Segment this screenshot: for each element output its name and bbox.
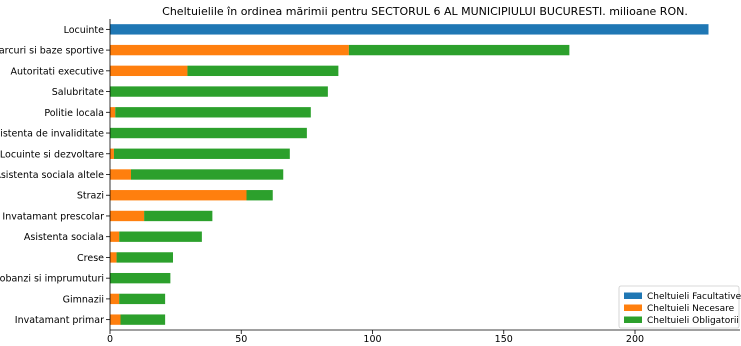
x-tick-label: 100 [363, 334, 381, 342]
bar-2-10 [110, 210, 145, 222]
bar-2-2 [110, 44, 349, 56]
bar-3-14 [119, 293, 166, 305]
bar-3-8 [131, 169, 284, 180]
x-tick-label: 150 [495, 334, 513, 342]
bar-2-5 [110, 107, 116, 118]
legend-label: Cheltuieli Necesare [647, 304, 735, 314]
bar-1-1 [110, 24, 709, 35]
legend-swatch [624, 304, 642, 311]
bar-3-4 [110, 86, 328, 97]
y-tick-label: Invatamant primar [15, 315, 104, 326]
x-tick-label: 200 [626, 334, 644, 342]
y-tick-label: Politie locala [44, 108, 104, 119]
bar-3-15 [120, 314, 166, 325]
y-tick-label: Strazi [77, 191, 104, 202]
bar-3-11 [119, 231, 202, 242]
y-tick-label: Locuinte si dezvoltare [0, 149, 104, 160]
bar-3-6 [110, 127, 307, 139]
y-tick-label: Invatamant prescolar [2, 211, 104, 222]
bar-3-2 [348, 44, 570, 56]
bar-2-12 [110, 252, 117, 263]
y-tick-label: Asistenta sociala [24, 232, 104, 243]
chart-title: Cheltuielile în ordinea mărimii pentru S… [162, 5, 688, 18]
bar-3-10 [144, 210, 213, 222]
legend-swatch [624, 292, 642, 299]
bar-3-5 [115, 107, 311, 118]
x-tick-label: 0 [107, 334, 113, 342]
y-tick-label: Dobanzi si imprumuturi [0, 274, 104, 285]
bar-2-3 [110, 65, 188, 77]
y-tick-label: Gimnazii [63, 294, 104, 305]
legend-label: Cheltuieli Facultative [647, 292, 741, 302]
bar-2-14 [110, 293, 120, 305]
bar-3-9 [246, 190, 273, 201]
bar-3-13 [110, 272, 171, 284]
bar-2-9 [110, 190, 247, 201]
bar-2-8 [110, 169, 131, 180]
bar-2-7 [110, 148, 114, 159]
bar-3-3 [187, 65, 339, 77]
x-tick-label: 50 [235, 334, 247, 342]
y-tick-label: Crese [77, 253, 104, 264]
legend-swatch [624, 316, 642, 323]
legend-box [618, 285, 740, 329]
y-tick-label: Asistenta de invaliditate [0, 129, 104, 140]
y-tick-label: Autoritati executive [11, 66, 105, 77]
y-tick-label: Locuinte [64, 25, 105, 36]
y-tick-label: Parcuri si baze sportive [0, 46, 104, 57]
bar-3-7 [113, 148, 290, 159]
bar-2-15 [110, 314, 121, 325]
legend-label: Cheltuieli Obligatorii [647, 316, 739, 326]
bar-2-11 [110, 231, 120, 242]
y-tick-label: Salubritate [52, 87, 104, 98]
y-tick-label: Asistenta sociala altele [0, 170, 104, 181]
bar-3-12 [116, 252, 173, 263]
